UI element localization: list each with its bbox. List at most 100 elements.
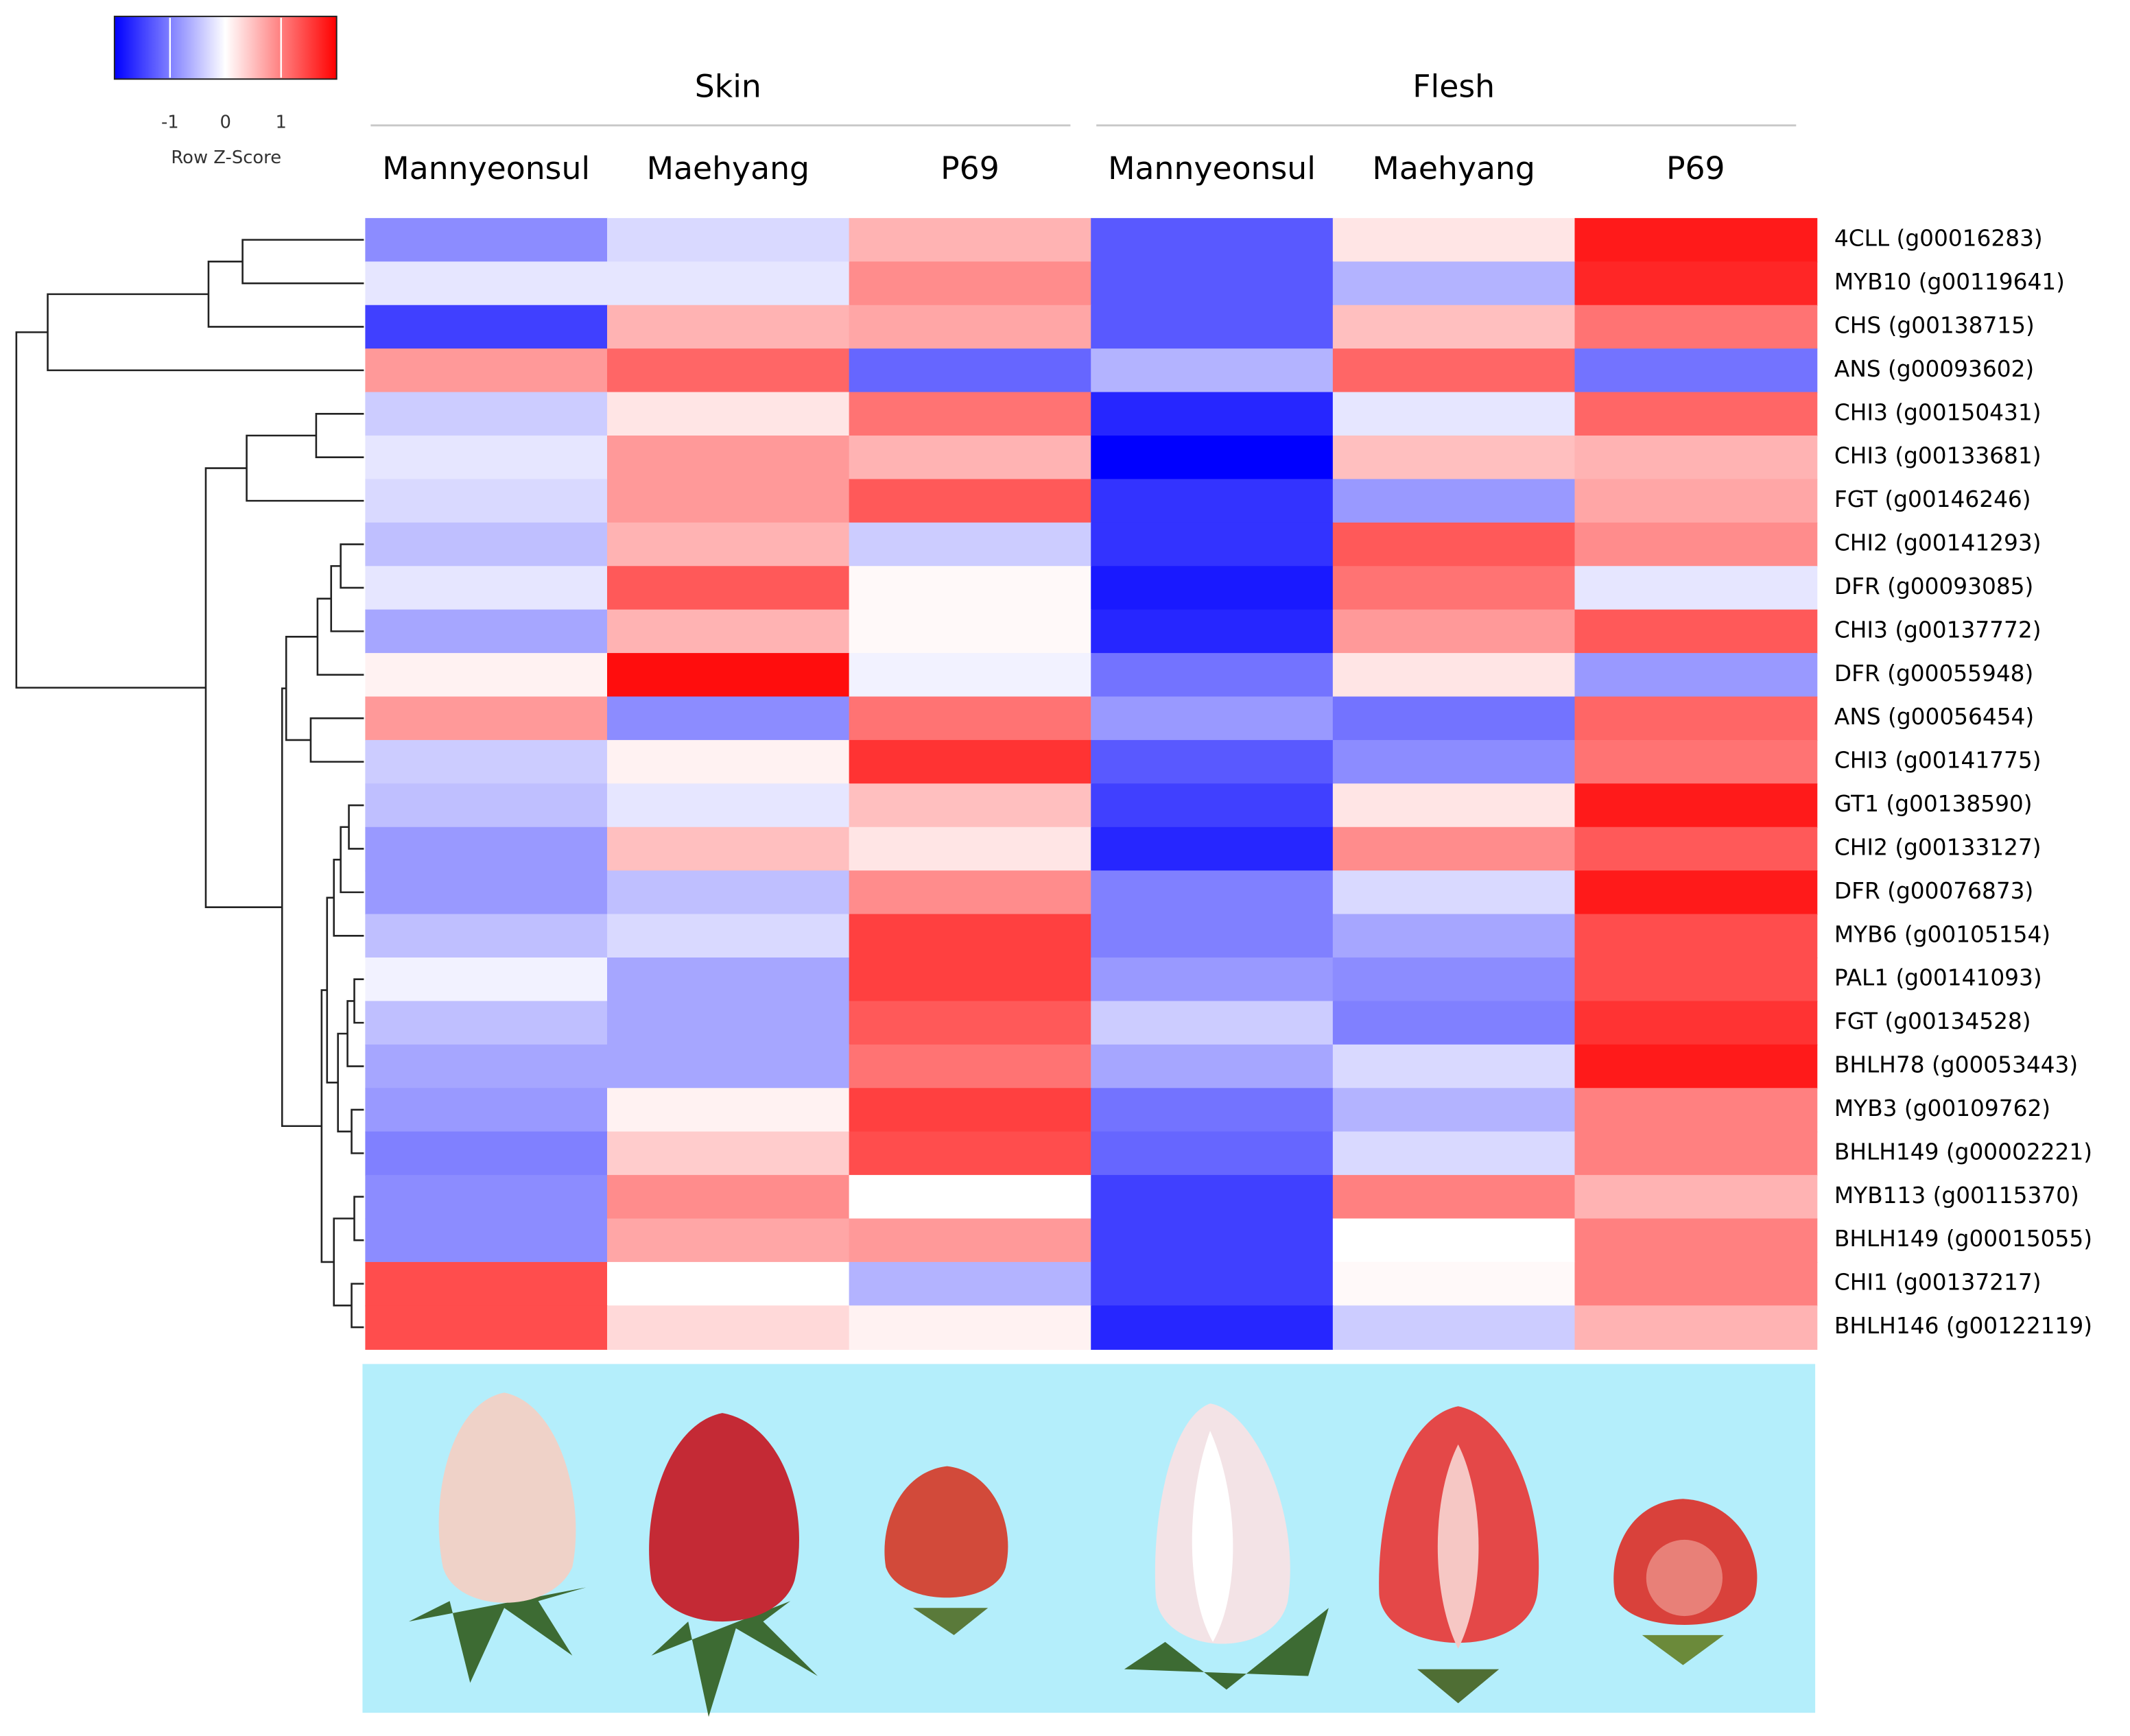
heatmap-cell (365, 958, 608, 1002)
heatmap-cell (1091, 1218, 1334, 1263)
row-label: MYB6 (g00105154) (1834, 921, 2050, 947)
heatmap-cell (1332, 392, 1576, 437)
heatmap-cell (607, 348, 850, 393)
heatmap-cell (607, 435, 850, 480)
heatmap-cell (1332, 1218, 1576, 1263)
heatmap-cell (607, 261, 850, 306)
column-label: Mannyeonsul (1108, 150, 1316, 187)
heatmap-cell (1091, 348, 1334, 393)
heatmap-cell (365, 1088, 608, 1132)
heatmap-cell (1332, 479, 1576, 524)
strawberry-cut-small (1613, 1499, 1758, 1665)
heatmap-cell (607, 1001, 850, 1046)
row-label: CHI2 (g00141293) (1834, 530, 2042, 556)
heatmap-cell (849, 870, 1092, 915)
heatmap-cell (849, 392, 1092, 437)
heatmap-cell (1091, 1175, 1334, 1220)
row-label: BHLH149 (g00002221) (1834, 1139, 2092, 1165)
heatmap-cell (1332, 958, 1576, 1002)
heatmap-cell (1574, 914, 1818, 959)
heatmap-cell (1574, 305, 1818, 350)
heatmap-cell (849, 827, 1092, 872)
heatmap-cell (365, 653, 608, 698)
heatmap-cell (365, 261, 608, 306)
heatmap-cell (849, 261, 1092, 306)
row-label: FGT (g00134528) (1834, 1008, 2031, 1034)
group-label: Flesh (1412, 69, 1495, 105)
row-label: CHI3 (g00141775) (1834, 748, 2042, 774)
heatmap-cell (849, 783, 1092, 828)
heatmap-cell (607, 392, 850, 437)
heatmap-cell (849, 522, 1092, 567)
colorbar-label: Row Z-Score (171, 147, 281, 168)
row-label: CHI2 (g00133127) (1834, 834, 2042, 860)
row-label: CHI3 (g00150431) (1834, 399, 2042, 425)
strawberry-cut-red (1379, 1406, 1539, 1704)
heatmap-cell (849, 1088, 1092, 1132)
heatmap-cell (365, 566, 608, 610)
column-label: Maehyang (647, 150, 809, 187)
row-label: CHS (g00138715) (1834, 312, 2035, 338)
colorbar-tick-label: 0 (220, 112, 231, 132)
heatmap-cell (607, 783, 850, 828)
heatmap-cell (1574, 783, 1818, 828)
column-label: P69 (940, 150, 999, 187)
row-label: MYB113 (g00115370) (1834, 1182, 2079, 1209)
heatmap-cell (1091, 566, 1334, 610)
heatmap-cell (1091, 435, 1334, 480)
heatmap-cell (849, 1001, 1092, 1046)
heatmap-cell (1332, 261, 1576, 306)
heatmap-cell (1332, 217, 1576, 263)
row-label: ANS (g00093602) (1834, 356, 2034, 382)
heatmap-cell (607, 609, 850, 654)
heatmap-cell (607, 914, 850, 959)
heatmap-cell (1332, 653, 1576, 698)
row-label: CHI1 (g00137217) (1834, 1270, 2042, 1296)
heatmap-cell (1332, 1175, 1576, 1220)
heatmap-cell (1091, 827, 1334, 872)
heatmap-cell (1332, 827, 1576, 872)
heatmap-cell (1574, 1088, 1818, 1132)
heatmap-cell (1574, 609, 1818, 654)
row-label: BHLH149 (g00015055) (1834, 1226, 2092, 1252)
heatmap-cell (1091, 1131, 1334, 1176)
heatmap-cell (1091, 522, 1334, 567)
heatmap-cell (849, 348, 1092, 393)
row-label: CHI3 (g00137772) (1834, 617, 2042, 643)
heatmap-cell (1332, 1305, 1576, 1350)
heatmap-cell (1332, 1088, 1576, 1132)
heatmap-cell (849, 435, 1092, 480)
heatmap-cell (1574, 1261, 1818, 1307)
heatmap-cell (607, 827, 850, 872)
heatmap-cell (849, 1131, 1092, 1176)
heatmap-cell (849, 479, 1092, 524)
heatmap-cell (1332, 435, 1576, 480)
strawberry-whole-red (649, 1413, 818, 1717)
heatmap-cell (365, 392, 608, 437)
heatmap-cell (1332, 1261, 1576, 1307)
heatmap-cell (1574, 217, 1818, 263)
heatmap-cell (607, 305, 850, 350)
heatmap-cell (607, 1175, 850, 1220)
heatmap-cell (1332, 305, 1576, 350)
row-label: GT1 (g00138590) (1834, 791, 2033, 817)
heatmap-cell (607, 653, 850, 698)
heatmap-cell (365, 348, 608, 393)
heatmap-cell (607, 1218, 850, 1263)
heatmap-cell (365, 1218, 608, 1263)
heatmap-cell (1091, 392, 1334, 437)
heatmap-cell (849, 305, 1092, 350)
heatmap-cell (1574, 479, 1818, 524)
heatmap-cell (365, 1305, 608, 1350)
heatmap-cell (607, 566, 850, 610)
heatmap-cell (1574, 870, 1818, 915)
heatmap-cell (607, 739, 850, 785)
heatmap-cell (1332, 1001, 1576, 1046)
strawberry-cut-white (1124, 1403, 1329, 1690)
heatmap-cell (365, 1131, 608, 1176)
heatmap-cell (1332, 739, 1576, 785)
heatmap-cell (607, 479, 850, 524)
row-label: ANS (g00056454) (1834, 704, 2034, 730)
heatmap-cell (1574, 522, 1818, 567)
column-label: Mannyeonsul (382, 150, 590, 187)
